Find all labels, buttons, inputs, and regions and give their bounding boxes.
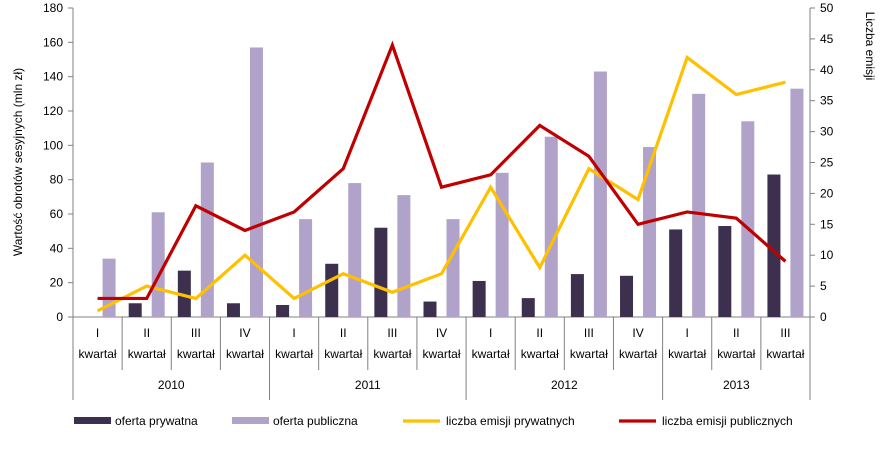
bar <box>151 212 165 317</box>
y-tick-label: 120 <box>43 104 63 118</box>
x-tick-sublabel: kwartał <box>422 347 460 361</box>
bar <box>226 303 240 317</box>
bars-layer <box>102 47 804 318</box>
y-axis-title: Wartość obrotów sesyjnych (mln zł) <box>11 68 25 256</box>
x-year-label: 2013 <box>723 378 750 392</box>
x-tick-sublabel: kwartał <box>373 347 411 361</box>
bar <box>718 226 732 317</box>
bar <box>643 147 657 317</box>
bar <box>348 183 362 317</box>
y2-tick-label: 35 <box>820 94 834 108</box>
y2-tick-label: 10 <box>820 248 834 262</box>
bar <box>200 162 214 317</box>
x-tick-sublabel: kwartał <box>570 347 608 361</box>
x-tick-sublabel: kwartał <box>79 347 117 361</box>
x-tick-label: I <box>685 326 688 340</box>
y-tick-label: 160 <box>43 35 63 49</box>
legend-label: liczba emisji prywatnych <box>446 414 575 428</box>
y2-tick-label: 40 <box>820 63 834 77</box>
bar <box>521 298 535 317</box>
y2-tick-label: 50 <box>820 1 834 15</box>
y2-tick-label: 45 <box>820 32 834 46</box>
x-tick-sublabel: kwartał <box>521 347 559 361</box>
lines-layer <box>96 40 787 313</box>
y2-tick-label: 0 <box>820 310 827 324</box>
x-tick-label: IV <box>239 326 250 340</box>
x-tick-sublabel: kwartał <box>619 347 657 361</box>
x-tick-sublabel: kwartał <box>472 347 510 361</box>
y2-tick-label: 25 <box>820 156 834 170</box>
legend: oferta prywatna oferta publiczna liczba em… <box>74 414 793 428</box>
x-tick-label: II <box>340 326 347 340</box>
bar <box>544 136 558 317</box>
bar <box>741 121 755 317</box>
x-tick-sublabel: kwartał <box>226 347 264 361</box>
legend-label: oferta prywatna <box>115 414 198 428</box>
x-tick-sublabel: kwartał <box>766 347 804 361</box>
x-year-label: 2010 <box>158 378 185 392</box>
x-tick-label: III <box>191 326 201 340</box>
x-tick-label: I <box>292 326 295 340</box>
x-tick-label: II <box>536 326 543 340</box>
x-tick-sublabel: kwartał <box>324 347 362 361</box>
series-line <box>96 54 786 313</box>
x-tick-label: IV <box>632 326 643 340</box>
x-tick-sublabel: kwartał <box>717 347 755 361</box>
bar <box>692 93 706 317</box>
y-tick-label: 20 <box>50 276 64 290</box>
bar <box>669 229 683 317</box>
bar <box>593 71 607 318</box>
bar <box>472 280 486 317</box>
x-tick-sublabel: kwartał <box>128 347 166 361</box>
y2-tick-label: 20 <box>820 186 834 200</box>
y-tick-label: 0 <box>56 310 63 324</box>
x-tick-sublabel: kwartał <box>275 347 313 361</box>
legend-label: oferta publiczna <box>273 414 358 428</box>
bar <box>299 219 313 317</box>
bar <box>128 303 142 317</box>
bar <box>570 274 584 317</box>
x-tick-label: II <box>143 326 150 340</box>
x-year-label: 2012 <box>551 378 578 392</box>
y-tick-label: 80 <box>50 173 64 187</box>
y-tick-label: 180 <box>43 1 63 15</box>
y2-tick-label: 30 <box>820 125 834 139</box>
y2-axis-title: Liczba emisji <box>863 12 877 81</box>
y-tick-label: 40 <box>50 241 64 255</box>
x-tick-label: III <box>387 326 397 340</box>
bar <box>249 47 263 317</box>
y-tick-label: 60 <box>50 207 64 221</box>
bar <box>620 275 634 317</box>
legend-swatch <box>74 417 111 424</box>
bar <box>276 304 290 317</box>
y-tick-label: 140 <box>43 70 63 84</box>
bar <box>446 219 460 317</box>
labels-layer: 0 20 40 60 80 100 120 140 160 180 0 5 10 15 20 25 30 35 40… <box>43 1 834 392</box>
x-tick-sublabel: kwartał <box>177 347 215 361</box>
x-tick-sublabel: kwartał <box>668 347 706 361</box>
x-tick-label: III <box>584 326 594 340</box>
y-tick-label: 100 <box>43 138 63 152</box>
x-tick-label: IV <box>436 326 447 340</box>
y2-tick-label: 5 <box>820 279 827 293</box>
bar <box>177 270 191 317</box>
bar <box>325 263 339 317</box>
series-line <box>97 40 787 301</box>
bar <box>495 172 509 317</box>
axes-layer <box>68 7 815 400</box>
x-tick-label: II <box>733 326 740 340</box>
x-tick-label: I <box>489 326 492 340</box>
legend-label: liczba emisji publicznych <box>662 414 793 428</box>
bar <box>397 195 411 317</box>
legend-swatch <box>232 417 269 424</box>
x-tick-label: III <box>780 326 790 340</box>
bar <box>423 301 437 317</box>
y2-tick-label: 15 <box>820 217 834 231</box>
x-tick-label: I <box>96 326 99 340</box>
bar <box>790 88 804 317</box>
x-year-label: 2011 <box>355 378 381 392</box>
bar <box>374 227 388 317</box>
bar <box>767 174 781 317</box>
